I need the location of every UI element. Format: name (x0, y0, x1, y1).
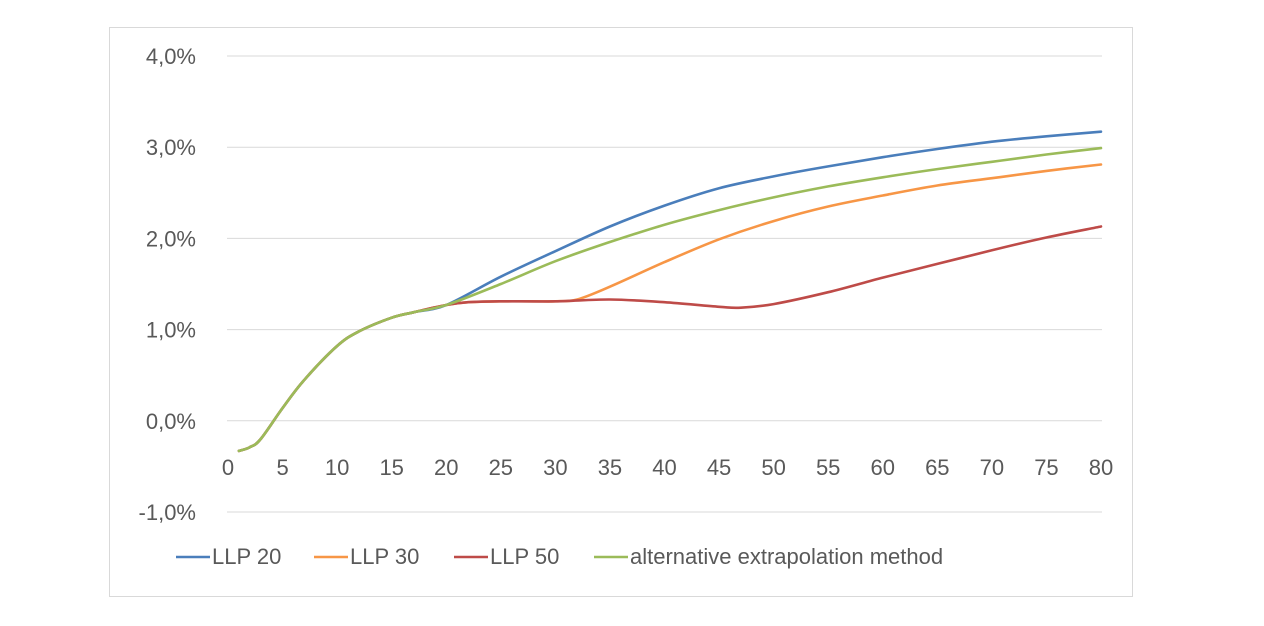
y-tick-label: -1,0% (139, 500, 196, 525)
x-tick-label: 55 (816, 455, 840, 480)
x-tick-label: 60 (871, 455, 895, 480)
x-tick-label: 50 (761, 455, 785, 480)
x-tick-label: 20 (434, 455, 458, 480)
legend-label: LLP 30 (350, 544, 419, 569)
x-axis-ticks: 0 5 10 15 20 25 30 35 40 45 50 55 60 65 70 75 80 (222, 455, 1113, 480)
legend-label: LLP 50 (490, 544, 559, 569)
x-tick-label: 5 (276, 455, 288, 480)
legend-label: LLP 20 (212, 544, 281, 569)
legend: LLP 20 LLP 30 LLP 50 alternative extrapolat… (176, 544, 943, 569)
legend-label: alternative extrapolation method (630, 544, 943, 569)
x-tick-label: 45 (707, 455, 731, 480)
chart-frame: 4,0% 3,0% 2,0% 1,0% 0,0% -1,0% 0 5 10 15 20 25 30 35… (109, 27, 1133, 597)
x-tick-label: 65 (925, 455, 949, 480)
line-chart: 4,0% 3,0% 2,0% 1,0% 0,0% -1,0% 0 5 10 15 20 25 30 35… (139, 44, 1114, 569)
y-tick-label: 0,0% (146, 409, 196, 434)
x-tick-label: 30 (543, 455, 567, 480)
gridlines (227, 55, 1102, 513)
y-tick-label: 2,0% (146, 226, 196, 251)
y-tick-label: 4,0% (146, 44, 196, 69)
y-axis-ticks: 4,0% 3,0% 2,0% 1,0% 0,0% -1,0% (139, 44, 196, 525)
x-tick-label: 75 (1034, 455, 1058, 480)
x-tick-label: 40 (652, 455, 676, 480)
x-tick-label: 70 (980, 455, 1004, 480)
series-lines (237, 130, 1103, 453)
series-line-2 (237, 163, 1103, 453)
y-tick-label: 3,0% (146, 135, 196, 160)
x-tick-label: 15 (379, 455, 403, 480)
x-tick-label: 25 (489, 455, 513, 480)
y-tick-label: 1,0% (146, 318, 196, 343)
x-tick-label: 10 (325, 455, 349, 480)
x-tick-label: 0 (222, 455, 234, 480)
x-tick-label: 35 (598, 455, 622, 480)
series-line-4 (237, 146, 1103, 453)
x-tick-label: 80 (1089, 455, 1113, 480)
